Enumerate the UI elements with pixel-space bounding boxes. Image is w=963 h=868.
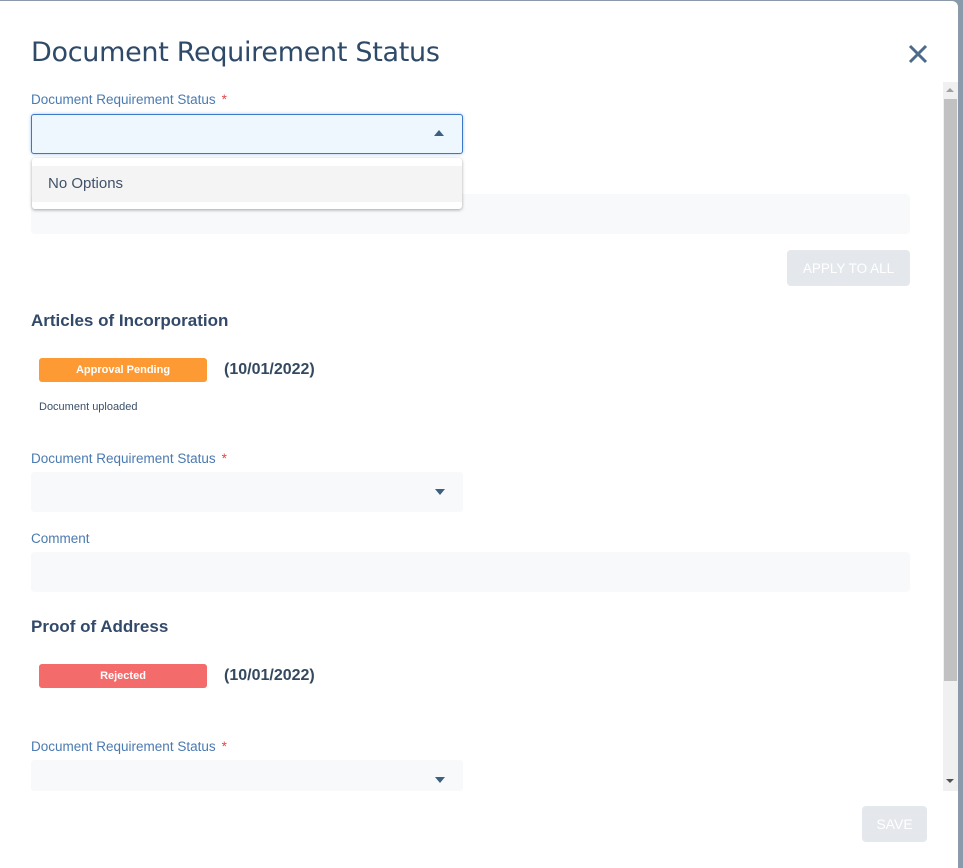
- chevron-down-icon: [435, 777, 445, 783]
- status-select[interactable]: [31, 760, 463, 791]
- status-label: Document Requirement Status *: [31, 451, 227, 466]
- close-icon[interactable]: [905, 41, 931, 67]
- chevron-up-icon: [434, 130, 444, 136]
- scrollbar[interactable]: [943, 82, 958, 791]
- status-select[interactable]: [31, 472, 463, 512]
- document-note: Document uploaded: [39, 401, 138, 413]
- status-dropdown-menu: No Options: [32, 158, 462, 209]
- status-date: (10/01/2022): [224, 667, 315, 684]
- scroll-down-icon[interactable]: [946, 779, 954, 783]
- bulk-status-select[interactable]: [31, 114, 463, 154]
- status-date: (10/01/2022): [224, 361, 315, 378]
- document-title: Articles of Incorporation: [31, 311, 229, 330]
- no-options-item: No Options: [32, 166, 462, 202]
- modal-title: Document Requirement Status: [31, 37, 440, 68]
- save-button[interactable]: SAVE: [862, 806, 927, 842]
- scrollbar-thumb[interactable]: [944, 99, 957, 681]
- status-badge: Approval Pending: [39, 358, 207, 382]
- status-label: Document Requirement Status *: [31, 739, 227, 754]
- document-title: Proof of Address: [31, 617, 169, 636]
- chevron-down-icon: [435, 489, 445, 495]
- comment-field[interactable]: [31, 552, 910, 592]
- status-badge: Rejected: [39, 664, 207, 688]
- comment-label: Comment: [31, 531, 90, 546]
- scroll-up-icon[interactable]: [946, 88, 954, 92]
- bulk-status-label: Document Requirement Status *: [31, 92, 227, 107]
- apply-to-all-button[interactable]: APPLY TO ALL: [787, 250, 910, 286]
